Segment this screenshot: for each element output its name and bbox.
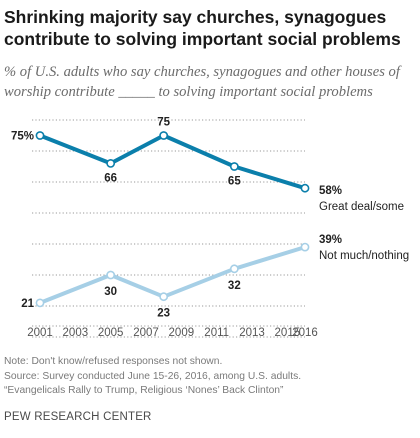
data-label: 58%	[319, 185, 342, 197]
data-point	[229, 264, 239, 274]
x-tick-label: 2003	[63, 327, 89, 339]
data-point	[300, 183, 310, 193]
x-tick-label: 2013	[239, 327, 265, 339]
x-tick-label: 2009	[169, 327, 195, 339]
x-tick-label: 2016	[292, 327, 318, 339]
data-label: 65	[228, 176, 241, 188]
data-label: 75	[157, 117, 170, 129]
data-label: 32	[228, 280, 241, 292]
x-tick-label: 2007	[133, 327, 159, 339]
data-point	[106, 270, 116, 280]
data-label: 66	[104, 172, 117, 184]
organization-name: PEW RESEARCH CENTER	[4, 411, 152, 423]
chart-subtitle: % of U.S. adults who say churches, synag…	[4, 64, 400, 100]
data-label: 39%	[319, 234, 342, 246]
report-title: “Evangelicals Rally to Trump, Religious …	[4, 385, 284, 396]
data-point	[35, 131, 45, 140]
data-point	[106, 158, 116, 168]
series-name-label: Great deal/some	[319, 201, 404, 213]
x-tick-label: 2015	[275, 327, 301, 339]
chart-title: Shrinking majority say churches, synagog…	[4, 7, 401, 49]
data-label: 23	[157, 308, 170, 320]
data-point	[159, 292, 169, 302]
x-tick-label: 2005	[98, 327, 124, 339]
data-point	[229, 162, 239, 171]
series-name-label: Not much/nothing	[319, 250, 409, 262]
data-point	[159, 131, 169, 140]
data-point	[300, 242, 310, 252]
data-point	[35, 298, 45, 308]
chart-notes: Note: Don't know/refused responses not s…	[4, 355, 418, 399]
x-tick-label: 2011	[204, 327, 229, 339]
data-label: 30	[104, 286, 117, 298]
x-tick-label: 2001	[27, 327, 53, 339]
note-text: Note: Don't know/refused responses not s…	[4, 356, 223, 367]
data-label: 75%	[11, 131, 34, 143]
data-label: 21	[21, 298, 34, 310]
source-text: Source: Survey conducted June 15-26, 201…	[4, 370, 302, 382]
series-line	[38, 133, 307, 191]
